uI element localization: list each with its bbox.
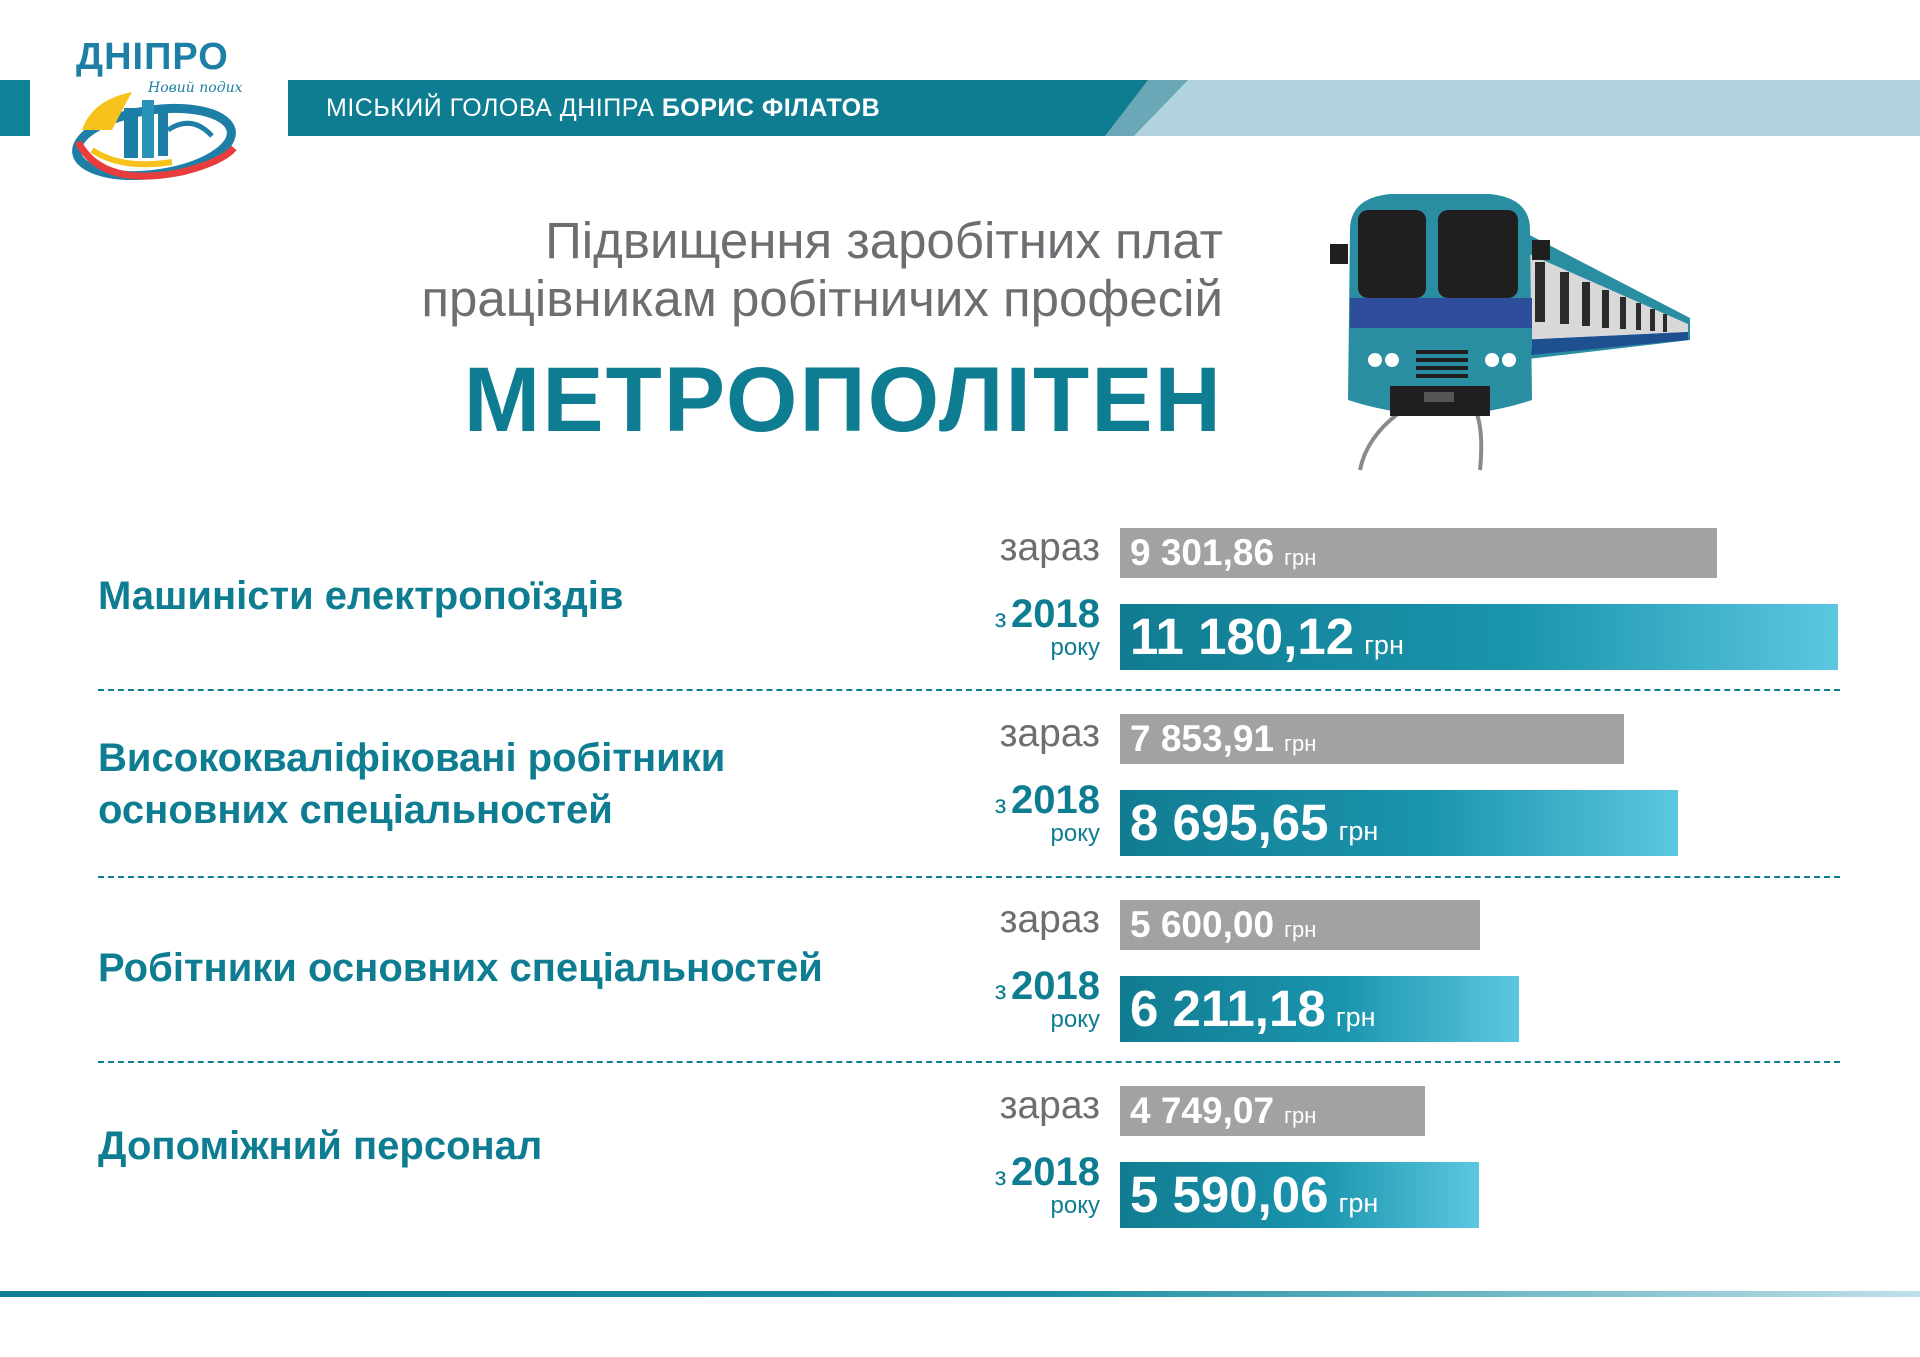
page-title: МЕТРОПОЛІТЕН (463, 349, 1223, 451)
future-label: з 2018 року (995, 780, 1100, 846)
bar-value-label: 9 301,86 грн (1130, 528, 1316, 583)
bar-value-label: 5 600,00 грн (1130, 900, 1316, 955)
bar-value-label: 7 853,91 грн (1130, 714, 1316, 769)
bar-current-salary: 5 600,00 грн (1120, 900, 1480, 950)
bar-new-salary: 5 590,06 грн (1120, 1162, 1479, 1228)
now-label: зараз (999, 1084, 1100, 1127)
bar-current-salary: 4 749,07 грн (1120, 1086, 1425, 1136)
banner-title: МІСЬКИЙ ГОЛОВА ДНІПРА БОРИС ФІЛАТОВ (326, 80, 880, 136)
bar-new-salary: 6 211,18 грн (1120, 976, 1519, 1042)
future-year: 2018 (1011, 1150, 1100, 1194)
currency-label: грн (1284, 917, 1317, 942)
future-label: з 2018 року (995, 966, 1100, 1032)
currency-label: грн (1335, 1002, 1376, 1032)
bar-current-salary: 7 853,91 грн (1120, 714, 1624, 764)
currency-label: грн (1364, 630, 1404, 660)
logo-wordmark: ДНІПРО (76, 36, 229, 78)
salary-row: Робітники основних спеціальностей зараз … (0, 894, 1920, 1080)
future-suffix: року (1050, 820, 1100, 847)
future-prefix: з (994, 789, 1007, 819)
row-divider (98, 1061, 1840, 1063)
future-year: 2018 (1011, 592, 1100, 636)
header-banner: МІСЬКИЙ ГОЛОВА ДНІПРА БОРИС ФІЛАТОВ (288, 80, 1920, 136)
value-number: 7 853,91 (1130, 718, 1275, 759)
future-year: 2018 (1011, 964, 1100, 1008)
bar-value-label: 5 590,06 грн (1130, 1162, 1378, 1236)
value-number: 11 180,12 (1130, 608, 1355, 665)
future-label: з 2018 року (995, 1152, 1100, 1218)
metro-train-icon (1330, 194, 1690, 471)
category-label-line: Висококваліфіковані робітники (98, 736, 726, 780)
currency-label: грн (1338, 816, 1379, 846)
banner-name: БОРИС ФІЛАТОВ (661, 94, 881, 122)
currency-label: грн (1284, 545, 1317, 570)
future-suffix: року (1050, 1006, 1100, 1033)
bar-current-salary: 9 301,86 грн (1120, 528, 1717, 578)
now-label: зараз (999, 526, 1100, 569)
bar-new-salary: 11 180,12 грн (1120, 604, 1838, 670)
now-label: зараз (999, 712, 1100, 755)
footer-rule (0, 1291, 1920, 1297)
value-number: 5 590,06 (1130, 1166, 1329, 1223)
salary-row: Машиністи електропоїздів зараз з 2018 ро… (0, 522, 1920, 708)
currency-label: грн (1284, 731, 1317, 756)
banner-prefix: МІСЬКИЙ ГОЛОВА ДНІПРА (326, 94, 655, 122)
bar-value-label: 8 695,65 грн (1130, 790, 1378, 864)
bar-value-label: 11 180,12 грн (1130, 604, 1404, 678)
category-label: Машиністи електропоїздів (98, 570, 623, 622)
banner-dark-band (288, 80, 1148, 136)
bar-value-label: 6 211,18 грн (1130, 976, 1376, 1050)
salary-row: Висококваліфіковані робітники основних с… (0, 708, 1920, 894)
future-suffix: року (1050, 634, 1100, 661)
value-number: 5 600,00 (1130, 904, 1275, 945)
subtitle-line-1: Підвищення заробітних плат (545, 212, 1223, 269)
category-label-line: основних спеціальностей (98, 788, 613, 832)
logo-script: Новий подих (147, 80, 243, 96)
currency-label: грн (1338, 1188, 1379, 1218)
subtitle-line-2: працівникам робітничих професій (421, 270, 1223, 327)
header-accent-stripe (0, 80, 30, 136)
category-label: Висококваліфіковані робітники основних с… (98, 732, 725, 836)
bar-new-salary: 8 695,65 грн (1120, 790, 1678, 856)
category-label-line: Допоміжний персонал (98, 1124, 543, 1168)
value-number: 6 211,18 (1130, 980, 1326, 1037)
city-logo: ДНІПРО Новий подих (62, 30, 262, 180)
now-label: зараз (999, 898, 1100, 941)
value-number: 8 695,65 (1130, 794, 1329, 851)
currency-label: грн (1284, 1103, 1317, 1128)
future-label: з 2018 року (995, 594, 1100, 660)
future-prefix: з (994, 1161, 1007, 1191)
value-number: 4 749,07 (1130, 1090, 1275, 1131)
category-label-line: Робітники основних спеціальностей (98, 946, 823, 990)
category-label-line: Машиністи електропоїздів (98, 574, 624, 618)
future-prefix: з (994, 975, 1007, 1005)
row-divider (98, 689, 1840, 691)
category-label: Допоміжний персонал (98, 1120, 542, 1172)
value-number: 9 301,86 (1130, 532, 1275, 573)
logo-emblem-icon: Новий подих (72, 80, 243, 180)
future-prefix: з (994, 603, 1007, 633)
salary-row: Допоміжний персонал зараз з 2018 року 4 … (0, 1080, 1920, 1266)
future-year: 2018 (1011, 778, 1100, 822)
bar-value-label: 4 749,07 грн (1130, 1086, 1316, 1141)
page-subtitle: Підвищення заробітних плат працівникам р… (421, 212, 1223, 328)
row-divider (98, 876, 1840, 878)
category-label: Робітники основних спеціальностей (98, 942, 823, 994)
future-suffix: року (1050, 1192, 1100, 1219)
